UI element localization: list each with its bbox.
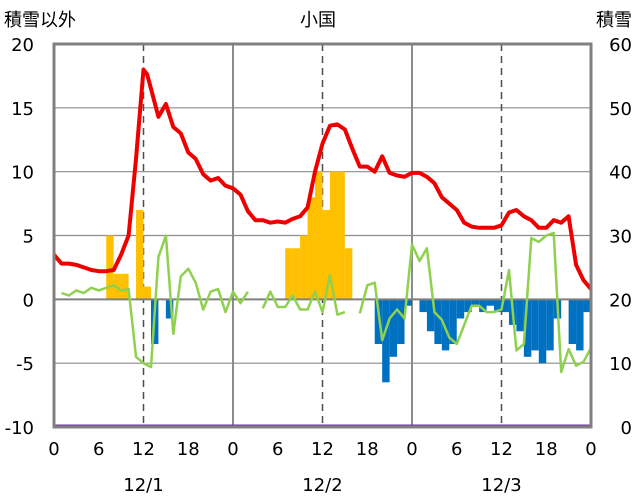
bar bbox=[106, 235, 114, 300]
right-axis-title: 積雪 bbox=[596, 10, 632, 31]
x-tick-label: 18 bbox=[356, 439, 379, 460]
x-tick-label: 12 bbox=[132, 439, 155, 460]
x-tick-label: 6 bbox=[272, 439, 283, 460]
bar bbox=[419, 299, 427, 313]
bar bbox=[322, 209, 330, 300]
bar bbox=[337, 171, 345, 300]
date-labels: 12/1 12/2 12/3 bbox=[123, 475, 521, 496]
bar bbox=[136, 209, 144, 300]
bar bbox=[307, 197, 316, 300]
bar bbox=[389, 299, 398, 357]
left-tick-label: 5 bbox=[23, 227, 34, 248]
right-tick-label: 20 bbox=[609, 290, 632, 311]
date-label: 12/2 bbox=[302, 475, 342, 496]
right-tick-label: 0 bbox=[621, 418, 632, 439]
bar bbox=[397, 299, 405, 345]
right-tick-label: 50 bbox=[609, 99, 632, 120]
x-tick-label: 6 bbox=[451, 439, 462, 460]
x-tick-label: 18 bbox=[177, 439, 200, 460]
bar bbox=[531, 299, 539, 351]
plot-frame bbox=[52, 42, 593, 429]
bar bbox=[449, 299, 457, 345]
bar bbox=[329, 171, 338, 300]
bar bbox=[546, 299, 554, 351]
left-tick-label: 20 bbox=[11, 35, 34, 56]
left-tick-label: -5 bbox=[16, 354, 34, 375]
plot-border bbox=[52, 42, 593, 429]
bar bbox=[315, 171, 323, 300]
bar bbox=[434, 299, 442, 345]
x-tick-label: 0 bbox=[227, 439, 238, 460]
left-tick-label: 15 bbox=[11, 99, 34, 120]
bar bbox=[501, 299, 509, 313]
x-tick-label: 18 bbox=[535, 439, 558, 460]
x-tick-label: 0 bbox=[48, 439, 59, 460]
x-tick-label: 12 bbox=[490, 439, 513, 460]
bar bbox=[285, 248, 293, 300]
bar bbox=[494, 299, 502, 313]
x-tick-label: 0 bbox=[585, 439, 596, 460]
bar bbox=[344, 248, 353, 300]
bar bbox=[404, 299, 412, 306]
bar-series bbox=[106, 171, 591, 383]
bar bbox=[143, 286, 151, 300]
left-tick-label: 10 bbox=[11, 163, 34, 184]
bar bbox=[165, 299, 174, 319]
left-axis-title: 積雪以外 bbox=[4, 10, 76, 31]
temperature-line bbox=[52, 67, 593, 291]
bar bbox=[538, 299, 547, 364]
right-tick-label: 40 bbox=[609, 163, 632, 184]
left-tick-label: 0 bbox=[23, 290, 34, 311]
bar bbox=[426, 299, 435, 332]
bar bbox=[583, 299, 591, 313]
right-tick-labels: 60 50 40 30 20 10 0 bbox=[609, 35, 632, 439]
line-series bbox=[52, 67, 593, 374]
bar bbox=[523, 299, 532, 357]
bar bbox=[300, 235, 308, 300]
green-series-line bbox=[358, 231, 593, 374]
bar bbox=[568, 299, 577, 345]
right-tick-label: 10 bbox=[609, 354, 632, 375]
right-tick-label: 30 bbox=[609, 227, 632, 248]
date-label: 12/3 bbox=[481, 475, 521, 496]
right-tick-label: 60 bbox=[609, 35, 632, 56]
bar bbox=[479, 299, 487, 313]
x-tick-label: 12 bbox=[311, 439, 334, 460]
bar bbox=[292, 248, 301, 300]
bar bbox=[516, 299, 524, 332]
bar bbox=[121, 273, 129, 300]
bar bbox=[471, 299, 480, 306]
bar bbox=[486, 299, 495, 306]
date-label: 12/1 bbox=[123, 475, 163, 496]
bar bbox=[464, 299, 472, 313]
bar bbox=[382, 299, 390, 383]
green-series-line bbox=[61, 234, 249, 369]
bar bbox=[456, 299, 465, 319]
bar bbox=[576, 299, 584, 351]
chart-title: 小国 bbox=[300, 10, 336, 31]
left-tick-labels: 20 15 10 5 0 -5 -10 bbox=[5, 35, 34, 439]
x-tick-label: 0 bbox=[406, 439, 417, 460]
bar bbox=[374, 299, 383, 345]
bar bbox=[441, 299, 450, 351]
green-series-line bbox=[261, 273, 346, 316]
x-tick-label: 6 bbox=[93, 439, 104, 460]
x-tick-labels: 0 6 12 18 0 6 12 18 0 6 12 18 0 bbox=[48, 439, 596, 460]
left-tick-label: -10 bbox=[5, 418, 34, 439]
